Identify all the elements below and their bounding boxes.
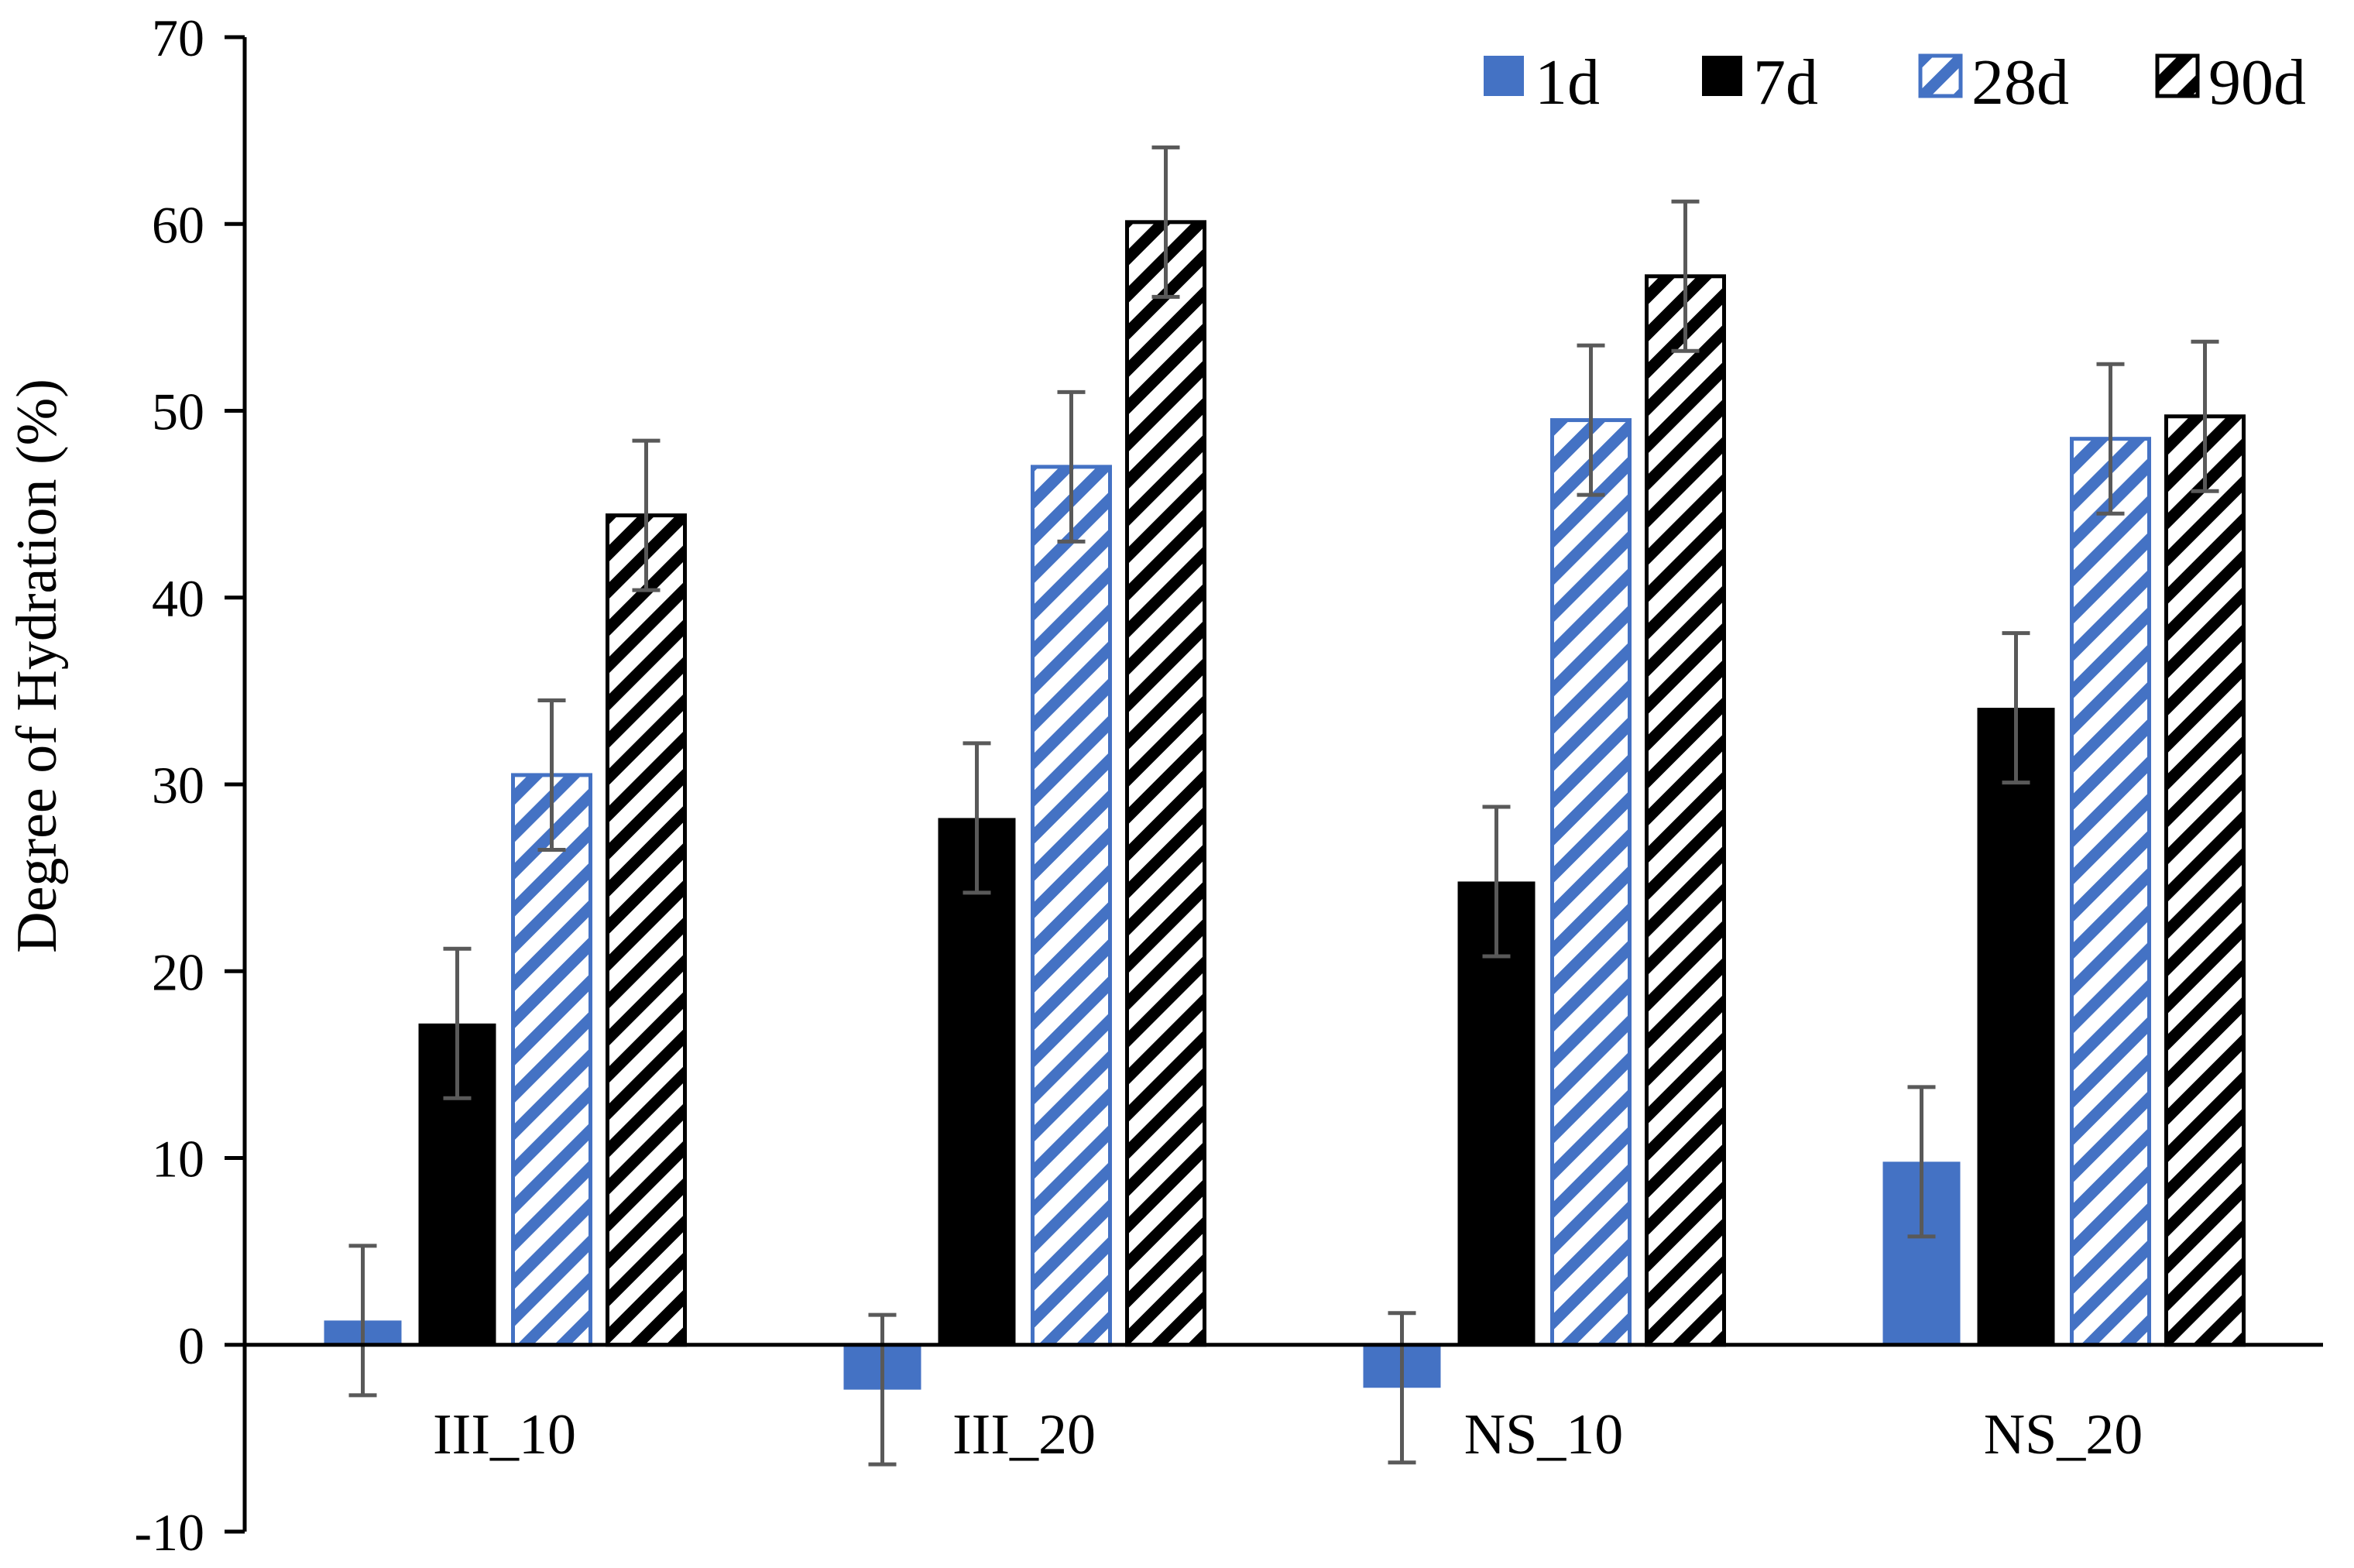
bar-7d-NS_20 <box>1977 708 2055 1345</box>
x-tick-label-III_20: III_20 <box>952 1403 1096 1467</box>
y-tick-label-40: 40 <box>152 569 204 628</box>
y-tick-label-50: 50 <box>152 383 204 441</box>
legend-swatch-90d <box>2155 53 2200 98</box>
x-tick-label-NS_10: NS_10 <box>1464 1403 1624 1467</box>
error-bar-1d-III_10 <box>348 1244 377 1398</box>
bar-90d-III_20 <box>1125 220 1206 1347</box>
error-bar-7d-NS_20 <box>2002 631 2030 785</box>
y-tick-label-70: 70 <box>152 9 204 67</box>
bar-28d-III_10 <box>511 773 592 1347</box>
error-bar-90d-III_20 <box>1151 145 1180 299</box>
y-tick-label-60: 60 <box>152 195 204 254</box>
bar-7d-III_20 <box>938 818 1016 1345</box>
error-bars-layer <box>348 145 2219 1467</box>
bar-28d-III_20 <box>1031 465 1112 1347</box>
error-bar-90d-III_10 <box>632 438 661 592</box>
legend-swatch-7d <box>1702 56 1742 96</box>
y-axis-title: Degree of Hydration (%) <box>5 379 69 953</box>
error-bar-90d-NS_20 <box>2191 339 2219 493</box>
bars-layer <box>324 220 2246 1390</box>
error-bar-1d-III_20 <box>868 1312 897 1467</box>
legend-swatch-1d <box>1484 56 1524 96</box>
error-bar-28d-III_10 <box>537 698 566 852</box>
bar-28d-NS_10 <box>1550 418 1632 1347</box>
error-bar-1d-NS_20 <box>1907 1085 1936 1239</box>
legend-label-7d: 7d <box>1753 46 1818 118</box>
legend-item-90d: 90d <box>2155 46 2306 118</box>
bar-90d-III_10 <box>606 513 687 1347</box>
error-bar-7d-NS_10 <box>1482 805 1511 959</box>
x-tick-label-III_10: III_10 <box>433 1403 576 1467</box>
y-tick-label-10: 10 <box>152 1130 204 1189</box>
bar-7d-NS_10 <box>1457 881 1536 1345</box>
bar-90d-NS_10 <box>1645 274 1726 1347</box>
bar-90d-NS_20 <box>2164 414 2246 1347</box>
error-bar-1d-NS_10 <box>1388 1311 1416 1465</box>
error-bar-7d-III_10 <box>443 946 472 1100</box>
legend-label-28d: 28d <box>1971 46 2069 118</box>
legend-label-90d: 90d <box>2208 46 2306 118</box>
y-tick-label-20: 20 <box>152 942 204 1001</box>
bar-28d-NS_20 <box>2070 437 2151 1347</box>
legend-item-28d: 28d <box>1918 46 2069 118</box>
legend-item-7d: 7d <box>1702 46 1818 118</box>
legend: 1d 7d 28d 90d <box>1484 46 2306 118</box>
x-tick-label-NS_20: NS_20 <box>1984 1403 2143 1467</box>
error-bar-28d-NS_20 <box>2096 362 2125 516</box>
y-tick-label--10: -10 <box>134 1503 204 1562</box>
error-bar-28d-NS_10 <box>1577 343 1605 497</box>
error-bar-7d-III_20 <box>963 741 991 895</box>
legend-item-1d: 1d <box>1484 46 1600 118</box>
error-bar-90d-NS_10 <box>1671 199 1700 353</box>
error-bar-28d-III_20 <box>1057 389 1086 544</box>
y-tick-label-30: 30 <box>152 756 204 815</box>
y-tick-label-0: 0 <box>178 1316 204 1375</box>
axes-layer: III_10 III_20 NS_10 NS_20 -10 0 10 20 30 40 50 60 70 <box>134 9 2323 1562</box>
legend-label-1d: 1d <box>1535 46 1600 118</box>
legend-swatch-28d <box>1918 53 1963 98</box>
